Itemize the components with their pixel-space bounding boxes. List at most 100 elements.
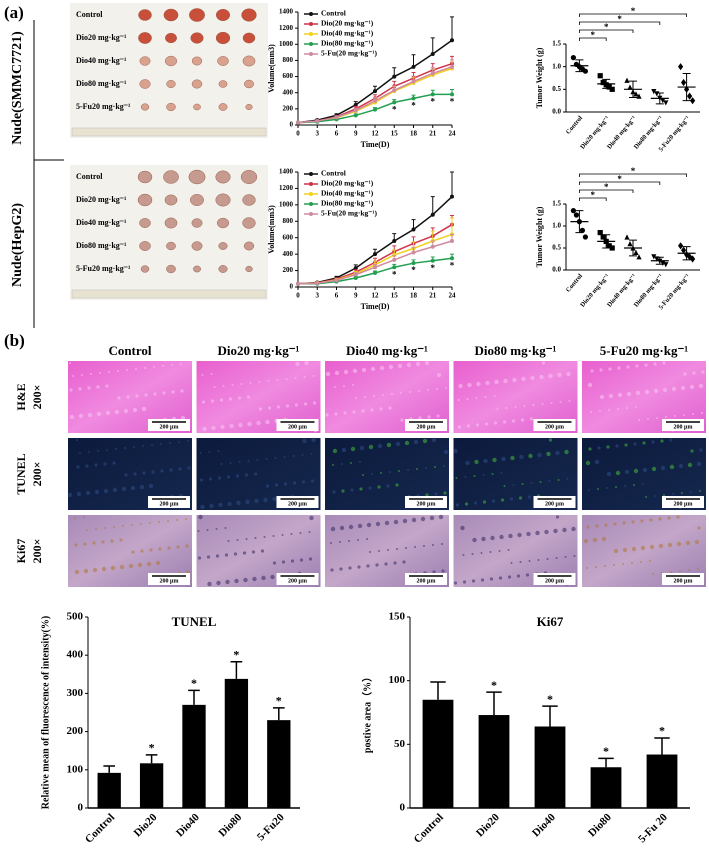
error-bar [103,765,116,773]
texture [564,556,567,558]
texture [294,403,299,407]
texture [276,405,281,409]
texture [162,365,164,367]
point [627,84,633,90]
tumor [242,32,256,44]
point [430,92,435,97]
significance: * [604,182,609,192]
texture [299,532,302,534]
legend-marker [309,52,313,56]
texture [425,467,427,469]
texture [474,459,479,465]
y-tick-label: 1400 [279,8,294,16]
point [570,208,577,214]
texture [386,442,392,448]
point [582,68,589,74]
texture [685,540,691,546]
significance: * [411,265,416,275]
texture [472,537,477,543]
texture [370,366,376,372]
texture [485,380,490,386]
texture [261,575,266,581]
texture [146,561,152,567]
texture [220,424,225,430]
texture [499,534,504,540]
point [450,92,454,97]
texture [393,561,397,565]
tumor [164,194,178,206]
texture [402,560,406,564]
point [411,261,416,266]
texture [546,558,549,560]
scale-label: 200 μm [288,501,307,507]
texture [357,523,363,529]
texture [678,463,684,469]
texture [267,406,272,410]
texture [341,489,345,493]
texture [473,475,476,477]
texture [669,464,675,470]
texture [83,542,87,546]
texture [608,367,612,371]
texture [359,461,361,463]
texture [171,364,173,366]
texture [379,407,383,411]
texture [595,566,597,568]
point [450,194,454,199]
texture [178,467,182,471]
texture [467,382,472,388]
scale-label: 200 μm [674,578,693,584]
texture [162,391,166,395]
point [411,227,416,232]
texture [226,475,231,479]
texture [133,472,137,476]
texture [429,515,435,521]
texture [294,377,297,379]
significance: * [604,22,609,32]
texture [493,395,496,397]
texture [113,526,115,528]
point [315,118,320,123]
texture [377,485,381,489]
texture [557,372,562,378]
point [636,254,642,260]
texture [371,473,373,475]
texture [537,559,540,561]
texture [292,455,295,457]
texture [400,418,404,422]
tumor [191,79,203,89]
x-tick-label: 5-Fu20 [255,811,287,843]
x-tick-label: 15 [391,130,399,138]
texture [148,483,154,489]
significance-bracket [579,173,687,177]
texture [592,537,598,543]
texture [660,465,666,471]
texture [244,473,249,477]
texture [378,550,380,552]
texture [208,451,211,453]
texture [243,577,248,583]
texture [687,462,693,468]
texture [151,470,155,474]
texture [274,483,279,487]
point [573,212,580,218]
texture [122,525,124,527]
texture [231,384,234,386]
texture [573,555,576,557]
texture [555,450,560,456]
panel-label: (b) [4,331,25,350]
texture [653,388,659,394]
texture [281,560,286,564]
texture [530,482,533,484]
error-bar [430,37,435,54]
y-tick-label: 1200 [279,184,294,192]
scale-label: 200 μm [160,578,179,584]
legend-marker [309,32,313,36]
texture [384,520,390,526]
panel-label: (a) [4,3,24,22]
texture [167,546,171,550]
texture [281,534,284,536]
texture [496,408,499,410]
y-tick-label: 200 [283,104,294,112]
tumor [166,241,176,251]
